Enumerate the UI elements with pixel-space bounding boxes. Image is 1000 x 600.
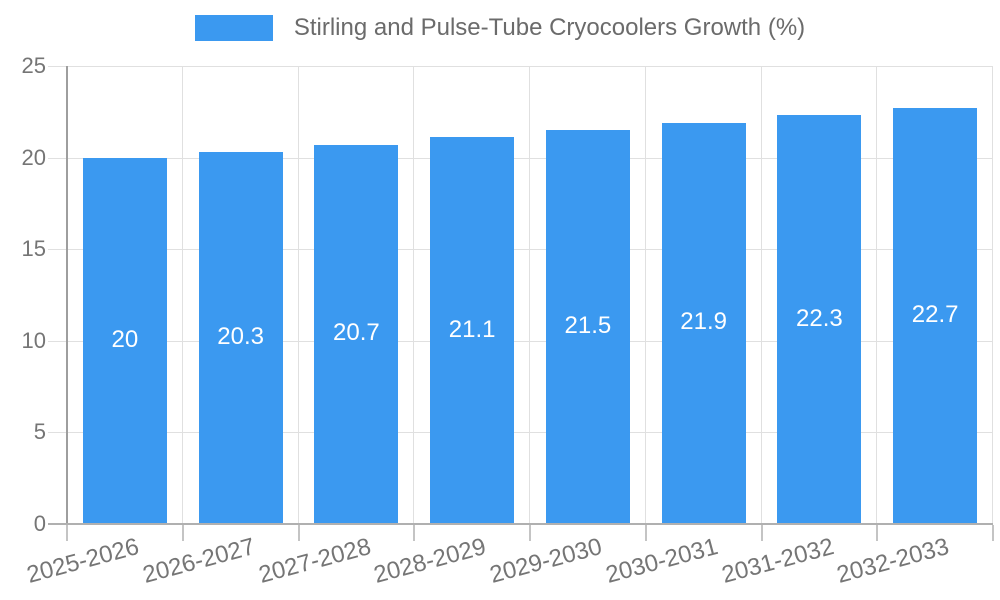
gridline-vertical (529, 66, 530, 524)
bar (661, 122, 746, 524)
legend-label: Stirling and Pulse-Tube Cryocoolers Grow… (293, 14, 806, 41)
bar (314, 144, 399, 524)
gridline-horizontal (48, 432, 993, 434)
legend-swatch (194, 15, 273, 41)
gridline-vertical (297, 66, 299, 524)
gridline-vertical (181, 66, 183, 524)
bar (198, 152, 283, 524)
plot-area: 20 20.3 20.7 21.1 21.5 21.9 22.3 22.7 (48, 66, 994, 541)
bar-value-label: 22.7 (911, 301, 959, 329)
x-tick-label: 2030-2031 (602, 533, 721, 589)
x-tick-label: 2026-2027 (139, 533, 258, 589)
bar-value-label: 21.5 (564, 312, 612, 340)
x-tick-label: 2027-2028 (255, 533, 374, 589)
y-tick-label: 10 (21, 327, 46, 353)
x-axis-tick (181, 525, 184, 541)
x-tick-label: 2031-2032 (718, 533, 837, 589)
x-axis-tick (529, 525, 531, 541)
x-axis-tick (760, 525, 763, 541)
gridline-horizontal (48, 340, 993, 342)
gridline-horizontal (48, 66, 993, 67)
x-tick-label: 2032-2033 (834, 533, 953, 589)
gridline-horizontal (48, 157, 993, 159)
bar-value-label: 22.3 (796, 304, 843, 332)
y-axis-line (66, 66, 68, 524)
bar-value-label: 20 (111, 325, 139, 353)
x-axis-tick (66, 525, 68, 541)
gridline-vertical (644, 66, 646, 524)
x-axis-tick (413, 525, 416, 541)
gridline-vertical (876, 66, 878, 524)
x-axis-line (48, 523, 993, 525)
y-tick-label: 0 (33, 511, 46, 536)
y-tick-label: 5 (33, 419, 46, 445)
y-tick-label: 25 (21, 53, 46, 78)
x-axis-tick (992, 525, 994, 541)
gridline-vertical (760, 66, 762, 524)
chart-legend: Stirling and Pulse-Tube Cryocoolers Grow… (0, 14, 1000, 42)
y-tick-label: 20 (21, 144, 46, 170)
bar (545, 130, 630, 524)
bar (430, 137, 515, 524)
bar (777, 115, 862, 524)
x-tick-label: 2029-2030 (487, 533, 605, 589)
bar-value-label: 21.1 (448, 315, 496, 343)
x-tick-label: 2028-2029 (371, 533, 490, 589)
bar-value-label: 20.7 (333, 319, 380, 347)
gridline-vertical (992, 66, 993, 524)
bar (82, 157, 167, 524)
gridline-vertical (413, 66, 415, 524)
bar (893, 108, 978, 524)
bar-value-label: 21.9 (680, 308, 727, 336)
x-tick-label: 2025-2026 (24, 533, 142, 589)
x-axis-tick (876, 525, 879, 541)
gridline-horizontal (48, 249, 993, 251)
x-axis-tick (297, 525, 300, 541)
y-tick-label: 15 (21, 236, 46, 262)
bar-value-label: 20.3 (217, 323, 264, 351)
x-axis-tick (644, 525, 647, 541)
